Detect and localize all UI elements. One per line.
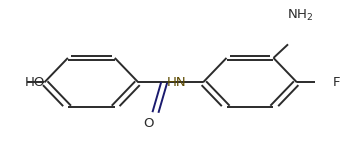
Text: NH$_2$: NH$_2$ — [287, 8, 314, 23]
Text: HO: HO — [25, 76, 46, 89]
Text: HN: HN — [167, 76, 186, 89]
Text: F: F — [333, 76, 340, 89]
Text: O: O — [143, 117, 153, 130]
